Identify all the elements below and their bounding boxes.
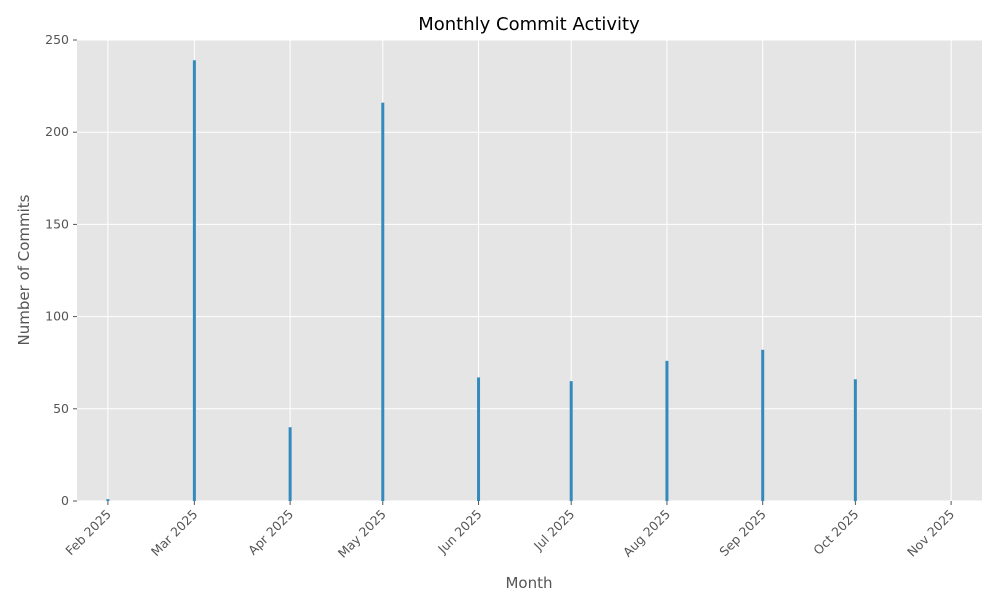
bars: [106, 60, 857, 502]
bar-2025-04-01: [288, 427, 292, 501]
x-tick-label: Jun 2025: [434, 507, 484, 557]
x-axis-label: Month: [505, 574, 552, 592]
x-tick-label: Jul 2025: [530, 507, 577, 554]
x-tick-label: May 2025: [335, 507, 389, 561]
y-tick-label: 150: [45, 216, 69, 231]
x-tick-label: Sep 2025: [716, 507, 769, 560]
y-tick-label: 100: [45, 309, 69, 324]
bar-2025-07-01: [569, 381, 573, 501]
x-tick-label: Oct 2025: [810, 507, 861, 558]
y-tick-label: 200: [45, 124, 69, 139]
y-tick-label: 0: [61, 493, 69, 508]
bar-2025-06-01: [477, 377, 481, 501]
x-tick-label: Mar 2025: [148, 507, 201, 560]
x-tick-label: Nov 2025: [904, 507, 957, 560]
y-tick-label: 250: [45, 32, 69, 47]
x-tick-label: Feb 2025: [62, 507, 114, 559]
bar-2025-05-01: [381, 102, 385, 502]
bar-2025-03-01: [192, 60, 196, 502]
y-axis-label: Number of Commits: [15, 194, 33, 345]
bar-2025-09-01: [761, 349, 765, 501]
x-tick-label: Aug 2025: [620, 507, 673, 560]
y-tick-label: 50: [53, 401, 69, 416]
plot-area: [77, 40, 982, 501]
bar-2025-08-01: [665, 360, 669, 501]
bar-2025-02-01: [106, 499, 110, 501]
x-tick-label: Apr 2025: [245, 507, 296, 558]
bar-2025-10-01: [853, 379, 857, 501]
chart-title: Monthly Commit Activity: [418, 14, 640, 35]
x-axis: Feb 2025 Mar 2025 Apr 2025 May 2025 Jun 2025…: [62, 501, 957, 561]
y-axis: 0 50 100 150 200 250: [45, 32, 77, 508]
